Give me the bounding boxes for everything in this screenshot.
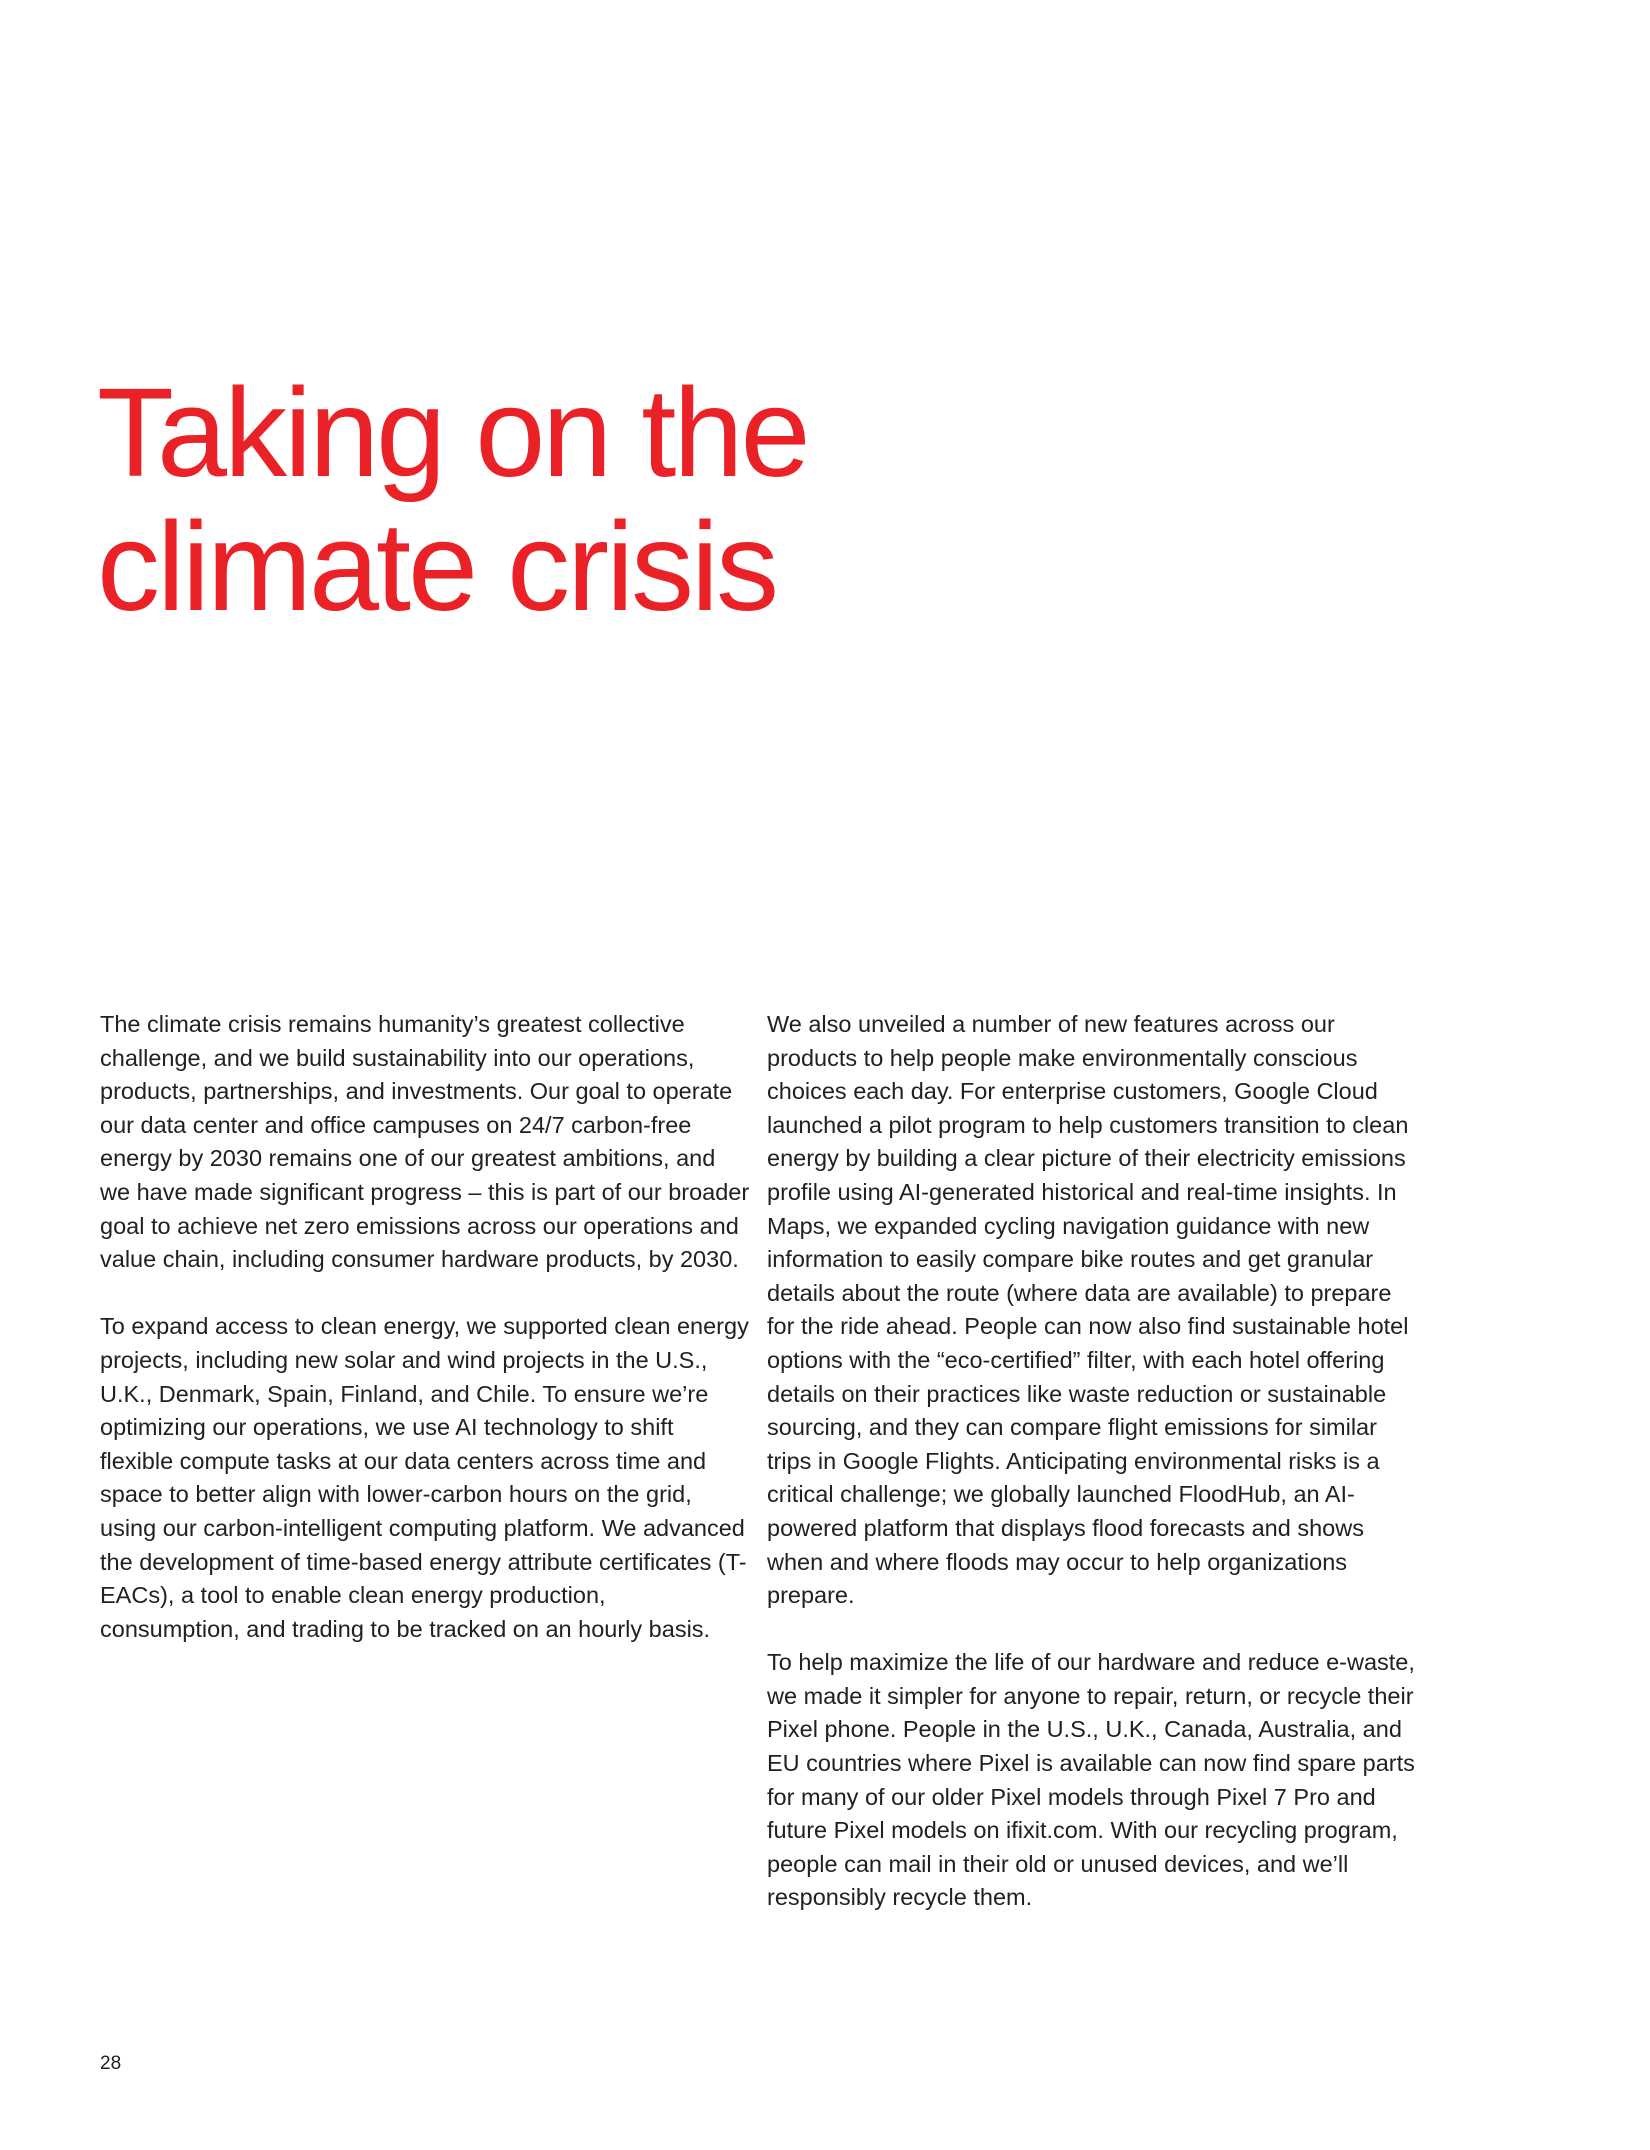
page-title: Taking on the climate crisis [97, 366, 997, 634]
left-text-column: The climate crisis remains humanity’s gr… [100, 1008, 750, 1646]
page-title-line-2: climate crisis [97, 496, 776, 637]
page-number: 28 [100, 2052, 121, 2076]
right-text-column: We also unveiled a number of new feature… [767, 1008, 1417, 1915]
intro-paragraph: The climate crisis remains humanity’s gr… [100, 1008, 750, 1277]
hardware-ewaste-paragraph: To help maximize the life of our hardwar… [767, 1646, 1417, 1915]
product-features-paragraph: We also unveiled a number of new feature… [767, 1008, 1417, 1613]
page-title-line-1: Taking on the [97, 362, 808, 503]
clean-energy-paragraph: To expand access to clean energy, we sup… [100, 1310, 750, 1646]
